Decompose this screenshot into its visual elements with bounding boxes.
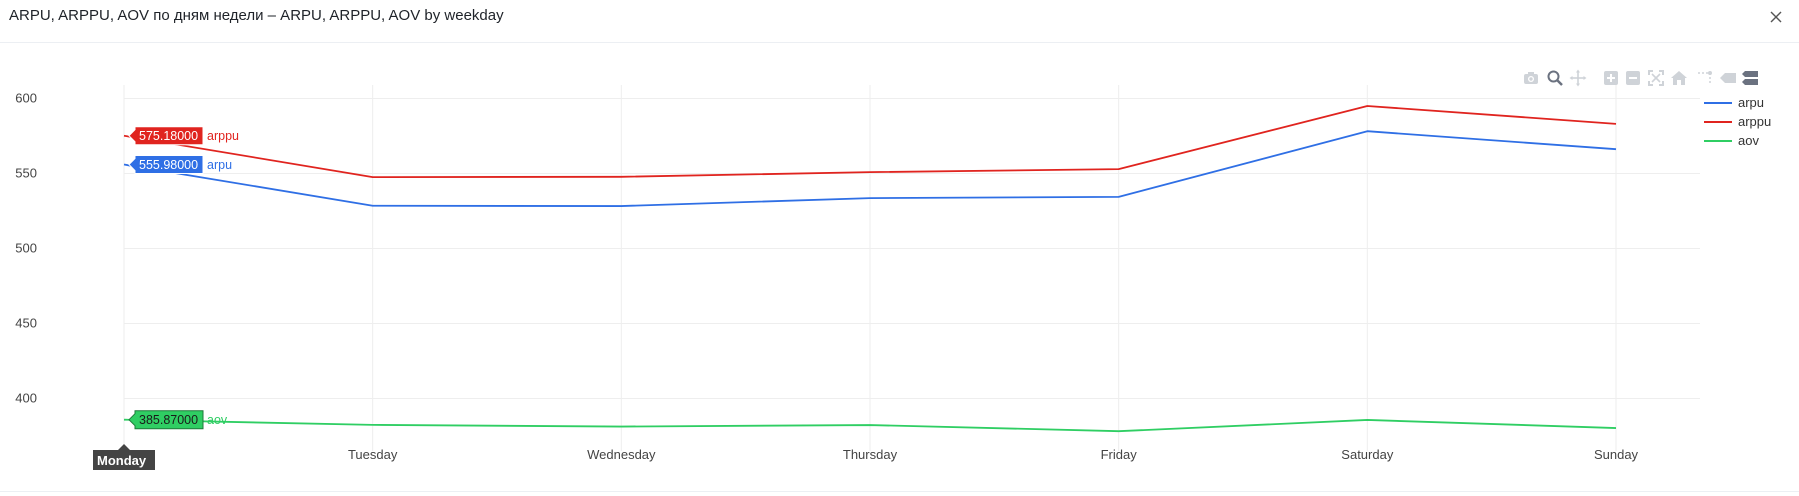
hover-label-series: aov [207, 413, 228, 427]
series-line-aov [123, 418, 1617, 433]
legend-label: aov [1738, 133, 1759, 148]
legend-label: arpu [1738, 95, 1765, 110]
legend-swatch [1704, 101, 1732, 104]
hover-label-box [128, 155, 204, 175]
x-tick-label: Thursday [843, 447, 898, 462]
series-line-arppu [123, 105, 1617, 179]
y-tick-label: 600 [15, 91, 37, 106]
x-tick-label: Sunday [1594, 447, 1639, 462]
close-icon[interactable] [1765, 6, 1787, 28]
legend-swatch [1704, 120, 1732, 123]
line-chart[interactable]: 400 450 500 550 600 Tuesday Wednesday Thursday F… [0, 43, 1799, 491]
y-tick-label: 450 [15, 316, 37, 331]
hover-label-series: arpu [207, 158, 232, 172]
zoom-icon[interactable] [1546, 69, 1564, 87]
chart-title: ARPU, ARPPU, AOV по дням недели – ARPU, … [9, 7, 504, 24]
hover-label-value: 575.18000 [139, 129, 198, 143]
legend: arpu arppu aov [1704, 93, 1771, 150]
hover-label-value: 555.98000 [139, 158, 198, 172]
hover-label-box [128, 126, 204, 146]
y-tick-label: 400 [15, 391, 37, 406]
hover-x-label-box [93, 444, 155, 470]
camera-icon[interactable] [1522, 69, 1540, 87]
legend-item-aov[interactable]: aov [1704, 131, 1771, 150]
legend-label: arppu [1738, 114, 1772, 129]
legend-item-arpu[interactable]: arpu [1704, 93, 1771, 112]
pan-icon[interactable] [1569, 69, 1587, 87]
x-tick-label: Wednesday [587, 447, 656, 462]
reset-axes-icon[interactable] [1670, 69, 1688, 87]
hover-closest-icon[interactable] [1719, 69, 1737, 87]
y-tick-label: 500 [15, 241, 37, 256]
dialog-header: ARPU, ARPPU, AOV по дням недели – ARPU, … [0, 0, 1799, 43]
x-tick-label: Tuesday [348, 447, 398, 462]
autoscale-icon[interactable] [1647, 69, 1665, 87]
hover-label-box [128, 410, 204, 430]
footer-divider [0, 491, 1799, 492]
hover-x-label: Monday [97, 453, 147, 468]
legend-swatch [1704, 139, 1732, 142]
spike-lines-icon[interactable] [1696, 69, 1714, 87]
legend-item-arppu[interactable]: arppu [1704, 112, 1771, 131]
hover-label-series: arppu [207, 129, 239, 143]
zoom-in-icon[interactable] [1602, 69, 1620, 87]
x-tick-label: Friday [1101, 447, 1138, 462]
hover-label-value: 385.87000 [139, 413, 198, 427]
x-tick-label: Saturday [1341, 447, 1394, 462]
series-line-arpu [123, 130, 1617, 207]
hover-compare-icon[interactable] [1741, 69, 1759, 87]
y-tick-label: 550 [15, 166, 37, 181]
zoom-out-icon[interactable] [1624, 69, 1642, 87]
